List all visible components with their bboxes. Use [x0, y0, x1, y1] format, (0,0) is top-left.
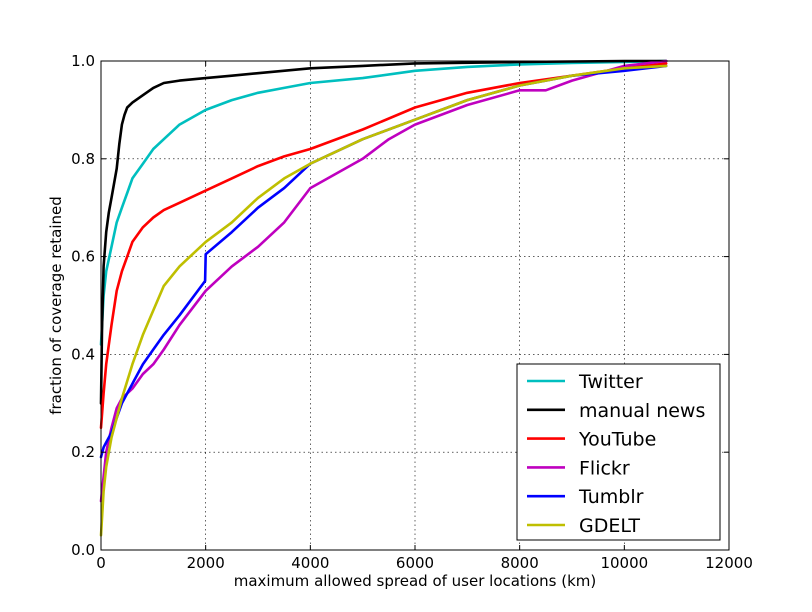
x-tick-label: 8000 [501, 554, 539, 572]
x-axis-label: maximum allowed spread of user locations… [234, 572, 597, 590]
y-axis-label: fraction of coverage retained [47, 196, 65, 415]
x-tick-label: 4000 [291, 554, 329, 572]
x-tick-label: 6000 [396, 554, 434, 572]
grid-layer [101, 61, 729, 550]
ticks-layer: 0 2000 4000 6000 8000 10000 12000 0.0 0.2 0.4 0.6 0… [71, 52, 753, 572]
y-tick-label: 0.8 [71, 150, 95, 168]
x-tick-label: 2000 [187, 554, 225, 572]
series-layer [99, 59, 668, 537]
series-line-youtube [99, 62, 668, 430]
legend-label-gdelt: GDELT [579, 515, 640, 537]
series-line-gdelt [99, 64, 668, 537]
x-tick-label: 12000 [705, 554, 753, 572]
y-tick-label: 0.4 [71, 345, 95, 363]
legend: Twitter manual news YouTube Flickr Tumblr GDE… [516, 363, 721, 541]
legend-label-manual-news: manual news [579, 400, 705, 422]
legend-label-youtube: YouTube [578, 429, 656, 451]
legend-box [516, 363, 721, 541]
y-tick-label: 0.0 [71, 541, 95, 559]
series-line-flickr [99, 59, 668, 503]
legend-label-tumblr: Tumblr [578, 486, 644, 508]
y-tick-label: 1.0 [71, 52, 95, 70]
series-line-manual-news [99, 59, 668, 405]
legend-label-twitter: Twitter [578, 371, 643, 393]
series-line-twitter [99, 59, 668, 346]
x-tick-label: 10000 [600, 554, 648, 572]
y-tick-label: 0.2 [71, 443, 95, 461]
legend-label-flickr: Flickr [579, 457, 630, 479]
x-tick-label: 0 [96, 554, 106, 572]
y-tick-label: 0.6 [71, 248, 95, 266]
